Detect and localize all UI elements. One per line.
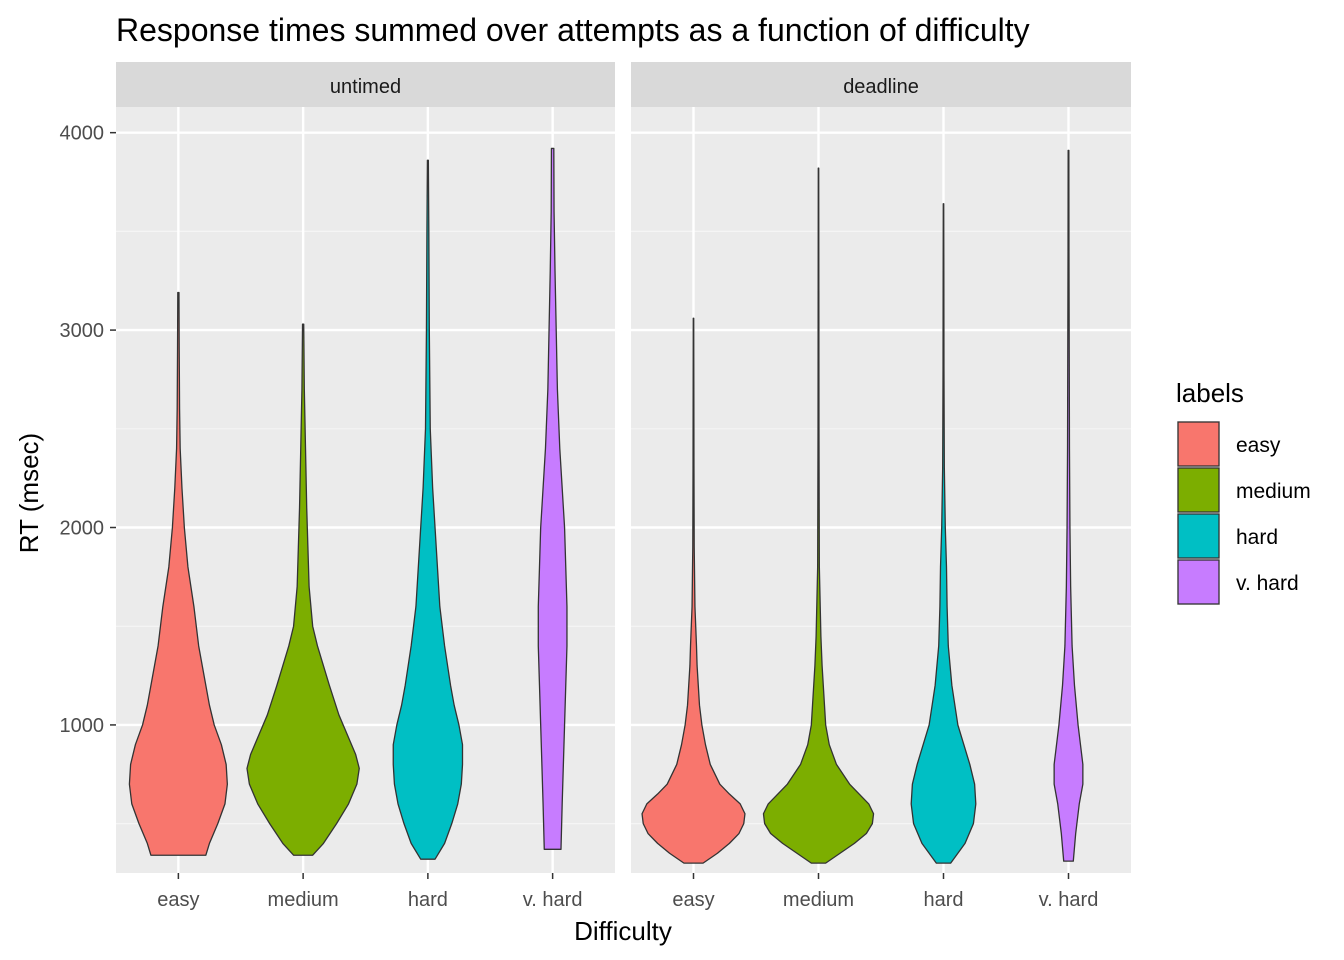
legend-title: labels	[1176, 378, 1244, 408]
x-tick-label: easy	[157, 889, 199, 911]
legend-label: v. hard	[1236, 572, 1299, 595]
violin-untimed-medium	[246, 323, 360, 856]
x-tick-label: hard	[923, 889, 963, 911]
y-axis: 1000 2000 3000 4000	[60, 123, 116, 737]
violin-deadline-easy	[641, 317, 746, 864]
violin-deadline-hard	[910, 203, 977, 864]
x-tick-label: medium	[268, 889, 339, 911]
panel-background	[631, 107, 1131, 873]
legend-label: hard	[1236, 526, 1278, 549]
violin-untimed-easy	[128, 291, 228, 856]
violin-deadline-medium	[762, 167, 875, 864]
x-tick-label: v. hard	[523, 889, 583, 911]
facet-strip	[631, 62, 1131, 107]
legend-swatch	[1177, 513, 1220, 559]
x-tick-label: medium	[783, 889, 854, 911]
legend-swatch	[1177, 421, 1220, 467]
y-tick-label: 1000	[60, 715, 105, 737]
x-tick-label: v. hard	[1039, 889, 1099, 911]
facet-strip	[116, 62, 615, 107]
legend-swatch	[1177, 559, 1220, 605]
chart-title: Response times summed over attempts as a…	[116, 12, 1030, 48]
x-tick-label: hard	[408, 889, 448, 911]
y-tick-label: 4000	[60, 123, 105, 145]
y-tick-label: 2000	[60, 518, 105, 540]
violin-untimed-hard	[392, 159, 464, 860]
y-axis-title: RT (msec)	[14, 433, 44, 553]
facet-strip-label: deadline	[843, 76, 919, 98]
violin-untimed-vhard	[537, 147, 568, 850]
panel-deadline: deadline easy medium hard v. hard	[631, 62, 1131, 911]
legend-swatch	[1177, 467, 1220, 513]
violin-deadline-vhard	[1053, 149, 1084, 862]
legend: labels easy medium hard v. hard	[1176, 378, 1311, 605]
y-tick-label: 3000	[60, 320, 105, 342]
legend-label: medium	[1236, 480, 1311, 503]
facet-strip-label: untimed	[330, 76, 401, 98]
x-tick-label: easy	[672, 889, 714, 911]
panel-untimed: untimed easy medium hard v. hard	[116, 62, 615, 911]
facet-panels: untimed easy medium hard v. hard deadline easy…	[60, 62, 1131, 911]
x-axis-title: Difficulty	[574, 916, 672, 946]
legend-label: easy	[1236, 434, 1281, 457]
